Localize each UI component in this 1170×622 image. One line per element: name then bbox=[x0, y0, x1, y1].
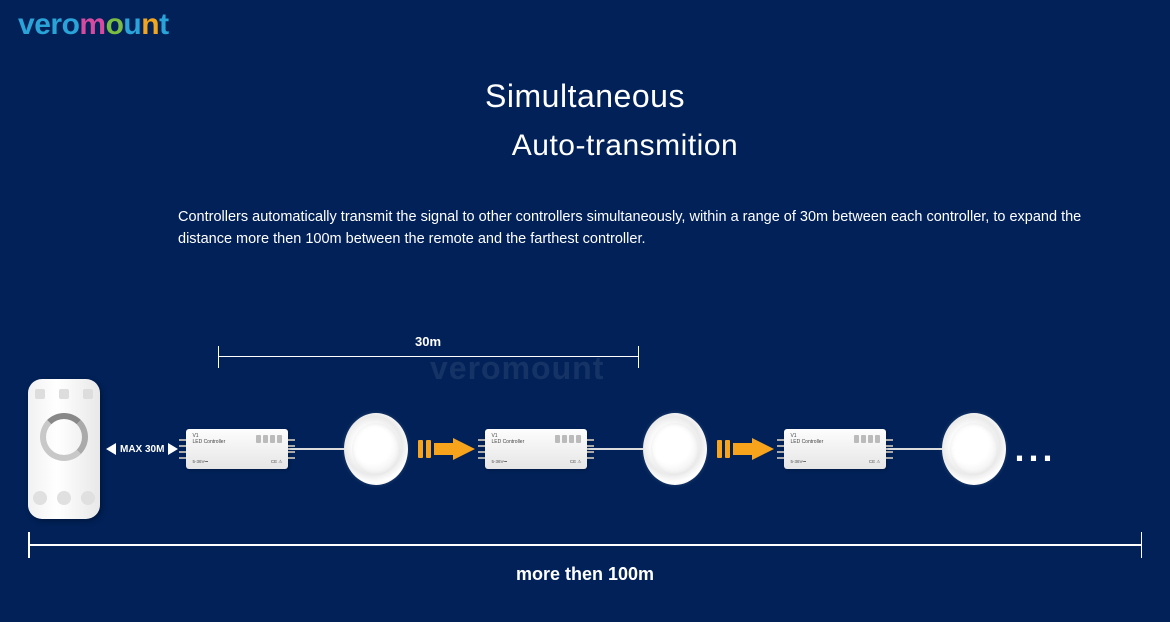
led-light-3 bbox=[942, 413, 1006, 485]
transmit-arrow-2 bbox=[717, 438, 774, 460]
dimension-30m-label: 30m bbox=[218, 334, 638, 349]
heading-block: Simultaneous Auto-transmition bbox=[0, 78, 1170, 163]
led-light-2 bbox=[643, 413, 707, 485]
description-text: Controllers automatically transmit the s… bbox=[178, 206, 1110, 251]
wire-2 bbox=[587, 448, 643, 450]
diagram: 30m MAX 30M V1LED Controller 5-36V⎓CE ⚠ bbox=[0, 334, 1170, 524]
max-range-indicator: MAX 30M bbox=[106, 443, 178, 455]
dimension-30m-line bbox=[218, 356, 638, 357]
transmit-arrow-1 bbox=[418, 438, 475, 460]
continuation-dots: ... bbox=[1014, 428, 1056, 470]
controller-1: V1LED Controller 5-36V⎓CE ⚠ bbox=[186, 429, 288, 469]
controller-2: V1LED Controller 5-36V⎓CE ⚠ bbox=[485, 429, 587, 469]
dimension-30m-cap-right bbox=[638, 346, 639, 368]
dimension-total-cap-right bbox=[1141, 532, 1143, 558]
arrow-right-icon bbox=[168, 443, 178, 455]
led-light-1 bbox=[344, 413, 408, 485]
controller-3: V1LED Controller 5-36V⎓CE ⚠ bbox=[784, 429, 886, 469]
max-range-label: MAX 30M bbox=[120, 444, 164, 455]
title-line-2: Auto-transmition bbox=[512, 129, 738, 163]
remote-bottom-buttons bbox=[28, 491, 100, 505]
device-row: MAX 30M V1LED Controller 5-36V⎓CE ⚠ V1LE… bbox=[0, 394, 1170, 504]
arrow-left-icon bbox=[106, 443, 116, 455]
remote-dial-icon bbox=[40, 413, 88, 461]
dimension-30m-cap-left bbox=[218, 346, 219, 368]
remote-top-buttons bbox=[28, 389, 100, 399]
wire-1 bbox=[288, 448, 344, 450]
dimension-total-label: more then 100m bbox=[28, 564, 1142, 585]
brand-logo: veromount bbox=[18, 8, 169, 42]
wire-3 bbox=[886, 448, 942, 450]
dimension-total-line bbox=[28, 544, 1142, 546]
title-line-1: Simultaneous bbox=[0, 78, 1170, 115]
remote-control bbox=[28, 379, 100, 519]
